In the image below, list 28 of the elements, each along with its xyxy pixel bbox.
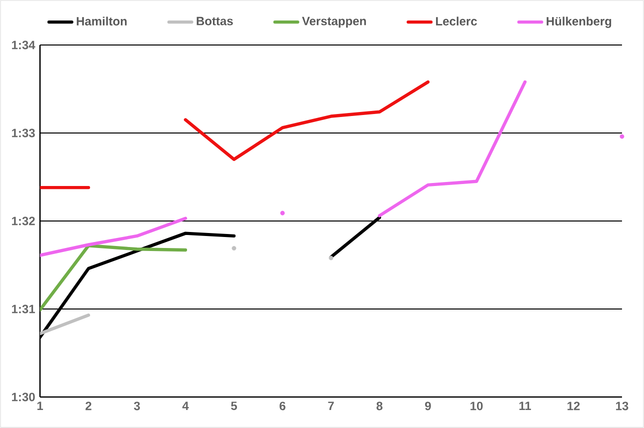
y-tick-label: 1:32 — [12, 216, 35, 226]
x-tick-label: 4 — [182, 402, 189, 410]
y-tick-label: 1:30 — [12, 392, 35, 402]
x-tick-label: 5 — [231, 402, 237, 410]
x-tick-label: 12 — [568, 402, 580, 410]
x-tick-label: 10 — [470, 402, 483, 410]
x-tick-label: 6 — [280, 402, 286, 410]
x-tick-label: 2 — [86, 402, 92, 410]
point — [328, 256, 334, 260]
legend-label: Bottas — [196, 16, 233, 26]
line-series — [40, 244, 188, 312]
y-tick-label: 1:33 — [12, 128, 35, 138]
legend-label: Hamilton — [76, 16, 127, 26]
y-tick-label: 1:34 — [12, 40, 36, 50]
point — [620, 134, 624, 139]
x-tick-label: 7 — [328, 402, 334, 410]
y-tick-label: 1:31 — [12, 304, 35, 314]
x-tick-label: 11 — [519, 402, 531, 410]
x-tick-label: 1 — [37, 402, 44, 410]
legend-label: Leclerc — [436, 16, 477, 26]
x-tick-label: 8 — [376, 402, 382, 410]
point — [280, 210, 285, 216]
x-tick-label: 13 — [616, 402, 628, 410]
x-tick-label: 3 — [134, 402, 140, 410]
x-tick-label: 9 — [425, 402, 431, 410]
point — [232, 246, 236, 250]
legend-label: Hülkenberg — [546, 16, 612, 28]
legend-label: Verstappen — [302, 16, 366, 28]
